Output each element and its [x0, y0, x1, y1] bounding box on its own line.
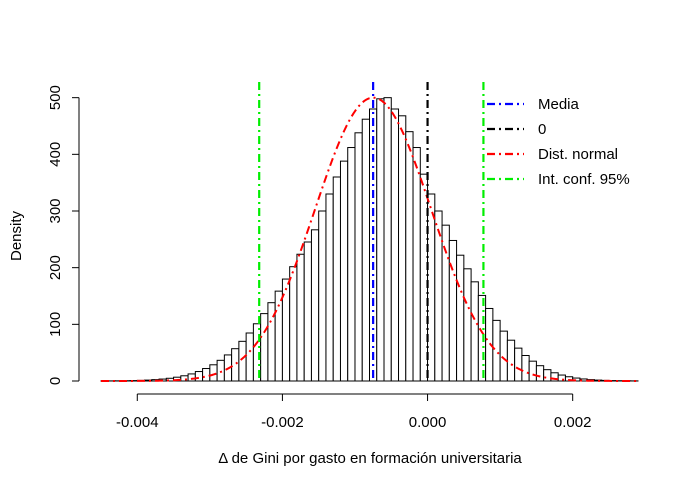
histogram-bar — [245, 332, 254, 382]
histogram-bar — [463, 268, 472, 382]
legend: Media 0 Dist. normal Int. conf. 95% — [487, 96, 630, 188]
y-tick-label: 100 — [47, 312, 64, 337]
histogram-bar — [398, 115, 407, 382]
legend-label: 0 — [538, 121, 546, 138]
y-tick-label: 0 — [47, 377, 64, 385]
histogram-bar — [202, 368, 211, 382]
histogram-bar — [557, 374, 566, 382]
histogram-bar — [390, 108, 400, 382]
x-tick-label: 0.002 — [554, 414, 592, 431]
y-tick-label: 500 — [47, 85, 64, 110]
y-axis-label: Density — [8, 210, 25, 261]
histogram-bar — [528, 360, 537, 382]
histogram-bar — [412, 147, 421, 382]
histogram-bar — [231, 348, 240, 382]
histogram-bar — [543, 369, 552, 382]
legend-label: Int. conf. 95% — [538, 171, 630, 188]
x-tick-label: 0.000 — [409, 414, 447, 431]
x-axis-label: Δ de Gini por gasto en formación univers… — [218, 450, 522, 467]
histogram-bar — [260, 313, 269, 382]
histogram-bar — [361, 118, 370, 382]
histogram-bar — [303, 241, 312, 382]
histogram-bar — [187, 373, 196, 382]
histogram-bar — [434, 210, 443, 382]
legend-label: Media — [538, 96, 580, 113]
histogram-bar — [448, 239, 458, 382]
histogram-bar — [376, 98, 385, 382]
legend-label: Dist. normal — [538, 146, 618, 163]
histogram-bar — [238, 340, 247, 382]
histogram-bar — [521, 355, 530, 382]
x-axis: -0.004 -0.002 0.000 0.002 — [116, 393, 592, 431]
y-tick-label: 200 — [47, 255, 64, 280]
x-tick-label: -0.004 — [116, 414, 159, 431]
histogram-bar — [194, 371, 204, 382]
histogram-bar — [354, 132, 363, 382]
histogram-bar — [492, 319, 501, 382]
histogram-bar — [456, 254, 465, 382]
histogram-bar — [347, 147, 356, 382]
normal-curve — [100, 96, 638, 382]
histogram-bar — [332, 176, 341, 382]
y-axis: 0 100 200 300 400 500 — [47, 85, 80, 385]
histogram-bar — [419, 173, 429, 382]
histogram-bar — [499, 330, 508, 382]
histogram-bar — [296, 253, 305, 382]
reference-lines — [258, 82, 485, 381]
histogram-bar — [289, 266, 298, 382]
histogram-bar — [216, 359, 225, 382]
x-tick-label: -0.002 — [261, 414, 304, 431]
histogram-bar — [470, 281, 479, 382]
normal-curve-line — [100, 96, 638, 382]
y-tick-label: 400 — [47, 142, 64, 167]
histogram-bar — [339, 160, 349, 382]
histogram-bar — [318, 210, 327, 382]
histogram-bar — [405, 131, 414, 382]
histogram-bar — [383, 97, 392, 382]
histogram-bar — [506, 339, 516, 382]
y-tick-label: 300 — [47, 198, 64, 223]
histogram-bar — [535, 365, 545, 382]
histogram-bar — [514, 347, 523, 382]
histogram-bar — [310, 229, 320, 382]
histogram-bar — [325, 193, 334, 382]
histogram-bars — [100, 97, 639, 382]
